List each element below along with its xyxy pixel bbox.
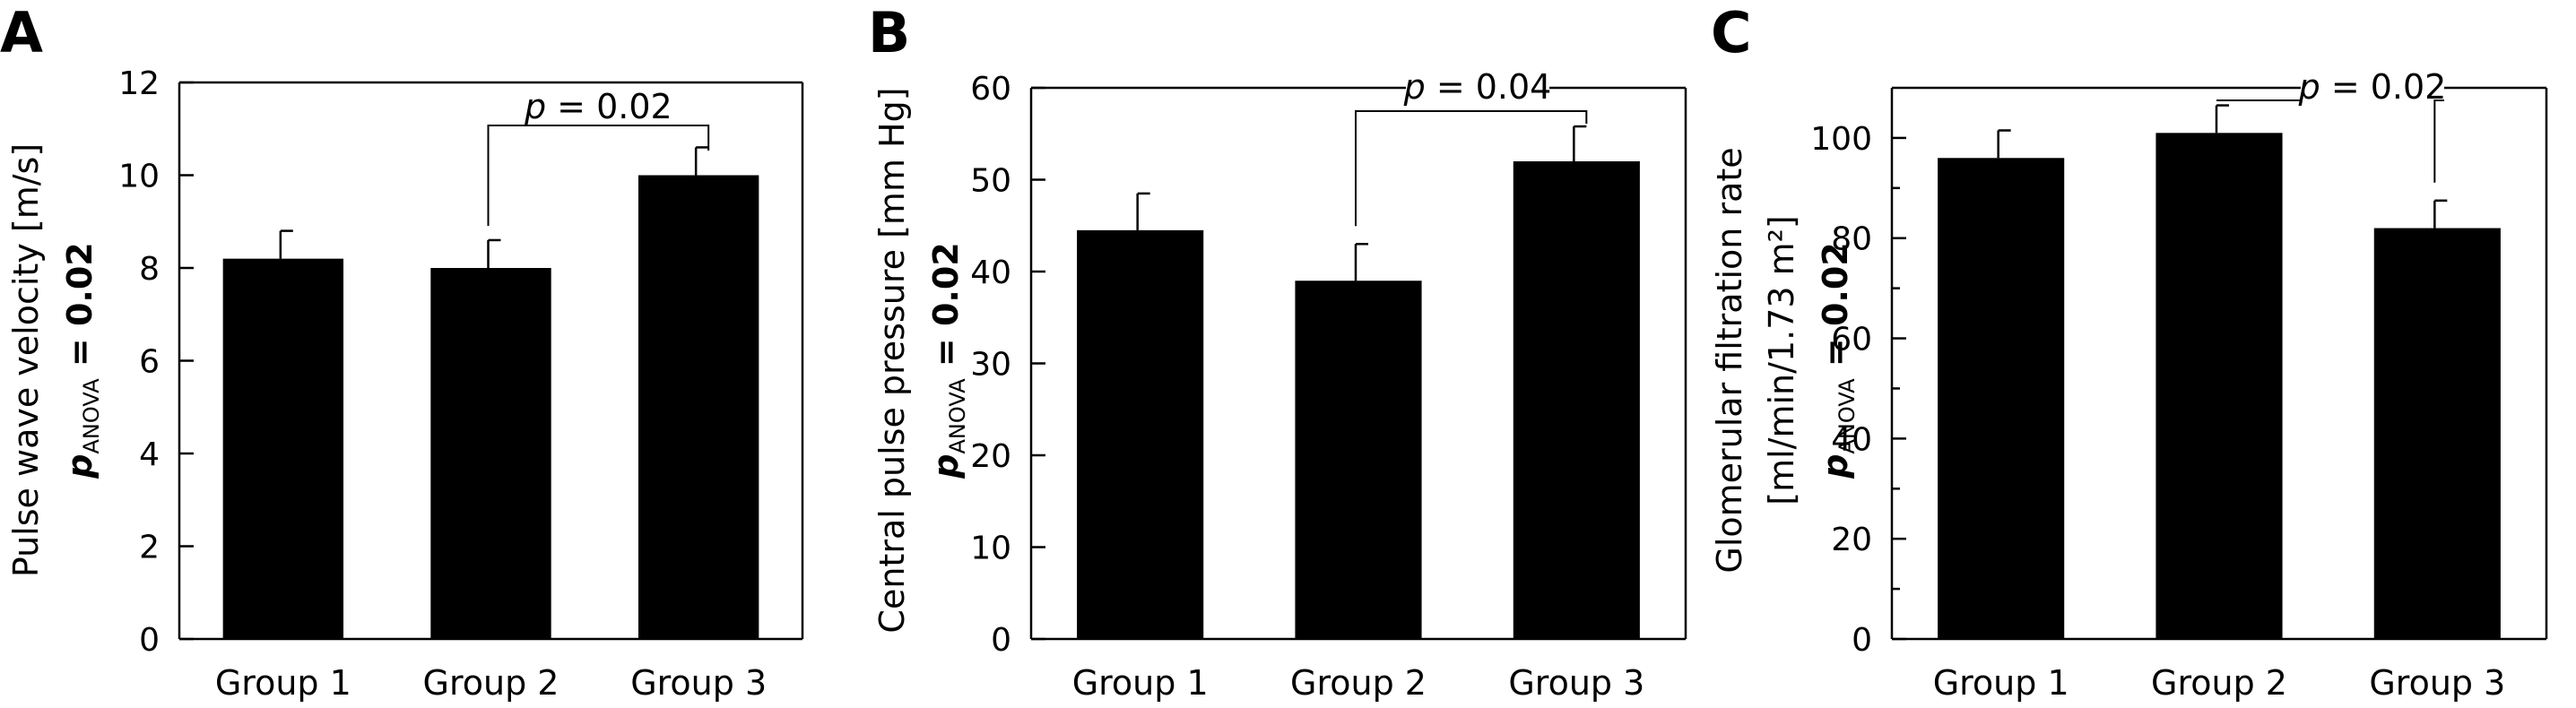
y-tick-label: 50 xyxy=(970,163,1011,200)
significance-bracket xyxy=(2433,99,2444,183)
anova-label: pANOVA = 0.02 xyxy=(926,242,970,479)
x-tick-label: Group 3 xyxy=(630,663,767,703)
x-tick-label: Group 3 xyxy=(1508,663,1644,703)
significance-label: p = 0.02 xyxy=(524,87,672,126)
y-tick-label: 12 xyxy=(118,65,160,102)
x-tick-label: Group 1 xyxy=(215,663,351,703)
panel-letter: A xyxy=(0,0,43,65)
bar-3 xyxy=(1513,161,1640,639)
y-tick-label: 30 xyxy=(970,347,1011,384)
significance-label: p = 0.02 xyxy=(2298,67,2447,107)
chart-panel-c: C 0 20 40 60 80 100 Group 1 Group 2 Group 3 p = 0.… xyxy=(1710,0,2548,703)
x-tick-label: Group 2 xyxy=(2151,663,2287,703)
y-tick-label: 40 xyxy=(970,255,1011,291)
x-tick-label: Group 3 xyxy=(2369,663,2505,703)
y-axis-label: Pulse wave velocity [m/s] xyxy=(6,143,46,577)
anova-label: pANOVA = 0.02 xyxy=(60,242,104,479)
bar-1 xyxy=(222,258,344,639)
x-tick-label: Group 2 xyxy=(423,663,559,703)
significance-bracket xyxy=(487,125,710,226)
bar-1 xyxy=(1077,229,1204,639)
y-tick-label: 8 xyxy=(139,251,160,288)
bar-2 xyxy=(430,268,551,639)
y-axis-label: Central pulse pressure [mm Hg] xyxy=(872,87,912,633)
bar-2 xyxy=(2155,133,2283,639)
chart-panel-b: B 0 10 20 30 40 50 60 Group 1 Group 2 Group 3 p = 0… xyxy=(868,0,1687,703)
x-tick-label: Group 2 xyxy=(1290,663,1427,703)
y-tick-label: 0 xyxy=(991,622,1011,659)
y-tick-label: 60 xyxy=(970,71,1011,108)
y-tick-label: 10 xyxy=(970,531,1011,567)
bar-3 xyxy=(2373,228,2501,639)
bar-2 xyxy=(1295,281,1422,639)
panel-letter: B xyxy=(868,0,910,65)
panel-letter: C xyxy=(1711,0,1752,65)
y-tick-label: 60 xyxy=(1831,322,1872,358)
y-tick-label: 0 xyxy=(1852,622,1872,659)
x-tick-label: Group 1 xyxy=(1072,663,1209,703)
chart-panel-a: A 0 2 4 6 8 10 12 Group 1 Group 2 Group 3 p = 0.02 P… xyxy=(0,0,804,703)
significance-label: p = 0.04 xyxy=(1403,67,1552,107)
bar-1 xyxy=(1938,158,2065,640)
y-axis-label-units: [ml/min/1.73 m²] xyxy=(1762,215,1801,505)
x-tick-label: Group 1 xyxy=(1933,663,2069,703)
y-tick-label: 4 xyxy=(139,436,160,473)
y-tick-label: 80 xyxy=(1831,221,1872,258)
bar-3 xyxy=(637,175,759,639)
y-tick-label: 10 xyxy=(118,159,160,195)
y-tick-label: 2 xyxy=(139,530,160,566)
anova-label: pANOVA = 0.02 xyxy=(1816,242,1860,479)
y-tick-label: 6 xyxy=(139,344,160,381)
significance-bracket xyxy=(1355,110,1588,227)
y-tick-label: 100 xyxy=(1810,121,1872,158)
y-tick-label: 20 xyxy=(970,438,1011,475)
y-axis-label: Glomerular filtration rate xyxy=(1710,147,1749,573)
y-tick-label: 0 xyxy=(139,622,160,659)
y-tick-label: 40 xyxy=(1831,421,1872,458)
y-tick-label: 20 xyxy=(1831,522,1872,558)
